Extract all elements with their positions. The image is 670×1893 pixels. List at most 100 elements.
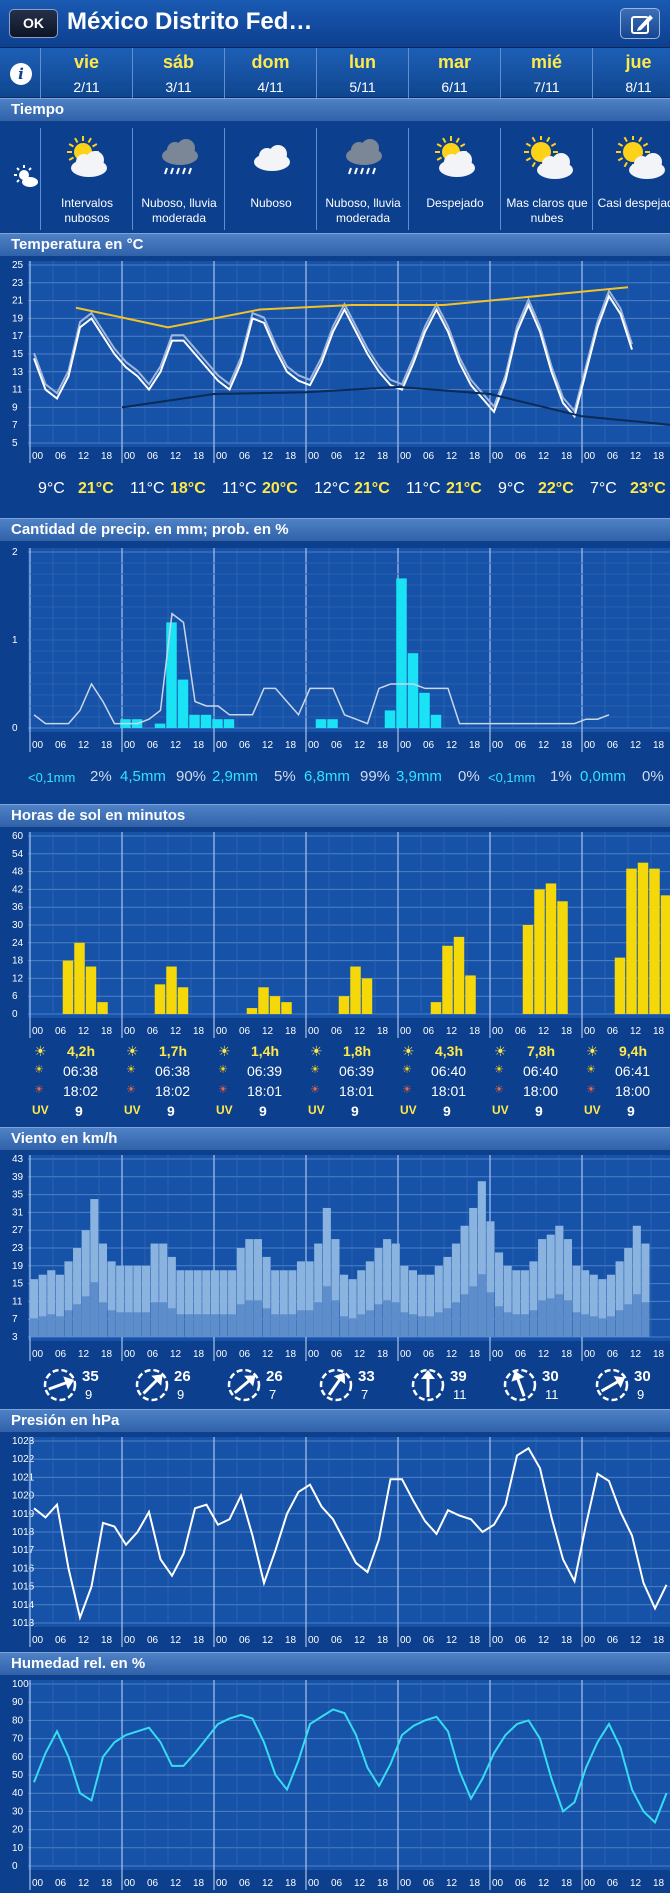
hour-tick-label: 12 [262, 1349, 274, 1360]
weather-description: Casi despejado [597, 196, 670, 210]
min-temperature: 9°C [38, 480, 65, 497]
hour-tick-label: 18 [653, 1878, 665, 1889]
y-tick-label: 24 [12, 938, 24, 949]
hour-tick-label: 06 [55, 1349, 67, 1360]
wind-gust-value: 33 [358, 1368, 375, 1385]
hour-tick-label: 12 [170, 451, 182, 462]
day-column-0[interactable]: vie 2/11 [40, 48, 132, 98]
wind-speed-bar [563, 1300, 572, 1337]
y-tick-label: 11 [12, 1296, 23, 1307]
wind-gust-bar [90, 1199, 99, 1337]
hour-tick-label: 06 [55, 1635, 67, 1646]
wind-gust-bar [632, 1225, 641, 1337]
min-temperature: 11°C [130, 480, 165, 497]
hour-tick-label: 12 [446, 1349, 458, 1360]
sun-small-icon: ☀ [586, 1043, 599, 1059]
wind-speed-value: 9 [637, 1387, 645, 1402]
sunshine-bar [177, 987, 189, 1014]
wind-speed-value: 11 [453, 1387, 467, 1402]
hour-tick-label: 00 [400, 1349, 412, 1360]
info-icon[interactable]: i [10, 63, 32, 85]
hour-tick-label: 00 [584, 1635, 596, 1646]
wind-gust-value: 35 [82, 1368, 99, 1385]
wind-gust-bar [434, 1265, 443, 1337]
y-tick-label: 1022 [12, 1454, 35, 1465]
day-column-1[interactable]: sáb 3/11 [132, 48, 224, 98]
ok-button[interactable]: OK [9, 9, 58, 38]
y-tick-label: 13 [12, 367, 24, 378]
day-column-5[interactable]: mié 7/11 [500, 48, 592, 98]
precip-amount: 2,9mm [212, 768, 258, 785]
wind-speed-bar [546, 1298, 555, 1337]
hour-tick-label: 12 [446, 1635, 458, 1646]
wind-gust-bar [624, 1248, 633, 1337]
precip-bar [327, 719, 338, 728]
y-tick-label: 11 [12, 385, 23, 396]
wind-speed-bar [124, 1312, 133, 1337]
min-temperature: 11°C [406, 480, 441, 497]
wind-gust-bar [38, 1274, 47, 1337]
wind-speed-bar [391, 1302, 400, 1337]
day-column-4[interactable]: mar 6/11 [408, 48, 500, 98]
wind-speed-bar [219, 1314, 228, 1337]
sunshine-hours: 1,7h [159, 1043, 188, 1059]
hour-tick-label: 18 [561, 1026, 573, 1037]
max-temperature: 21°C [354, 480, 390, 497]
y-tick-label: 0 [12, 1009, 18, 1020]
rain-cloud-icon [339, 136, 389, 182]
uv-label: UV [124, 1103, 141, 1117]
weather-column-3: Nuboso, lluvia moderada [316, 128, 408, 230]
hour-tick-label: 06 [515, 1878, 527, 1889]
hour-tick-label: 12 [630, 1349, 642, 1360]
y-tick-label: 39 [12, 1172, 24, 1183]
hour-tick-label: 00 [216, 451, 228, 462]
hour-tick-label: 06 [55, 1878, 67, 1889]
day-column-3[interactable]: lun 5/11 [316, 48, 408, 98]
wind-speed-bar [288, 1314, 297, 1337]
wind-gust-bar [167, 1256, 176, 1337]
hour-tick-label: 06 [331, 1026, 343, 1037]
wind-speed-bar [624, 1304, 633, 1337]
hour-tick-label: 18 [377, 1026, 389, 1037]
wind-gust-bar [340, 1274, 349, 1337]
day-column-6[interactable]: jue 8/11 [592, 48, 670, 98]
edit-button[interactable] [620, 8, 660, 39]
max-trend-line [75, 286, 629, 329]
hour-tick-label: 18 [101, 1635, 113, 1646]
wind-speed-bar [228, 1314, 237, 1337]
y-tick-label: 1018 [12, 1527, 35, 1538]
wind-speed-bar [520, 1314, 529, 1337]
wind-gust-bar [159, 1243, 168, 1337]
wind-gust-bar [469, 1207, 478, 1337]
precip-section-title: Cantidad de precip. en mm; prob. en % [0, 518, 670, 542]
sunset-time: 18:02 [63, 1083, 99, 1099]
hour-tick-label: 12 [170, 1026, 182, 1037]
hour-tick-label: 00 [308, 1349, 320, 1360]
uv-label: UV [584, 1103, 601, 1117]
day-column-2[interactable]: dom 4/11 [224, 48, 316, 98]
hour-tick-label: 00 [32, 1635, 44, 1646]
sunrise-time: 06:41 [615, 1063, 651, 1079]
y-tick-label: 20 [12, 1825, 24, 1836]
sunshine-bar [269, 996, 281, 1014]
wind-gust-bar [64, 1261, 73, 1337]
weather-column-0: Intervalos nubosos [40, 128, 132, 230]
sunset-time: 18:01 [339, 1083, 375, 1099]
wind-speed-bar [477, 1274, 486, 1337]
y-tick-label: 23 [12, 278, 24, 289]
y-tick-label: 6 [12, 991, 18, 1002]
sunset-icon: ☀ [218, 1084, 228, 1096]
y-tick-label: 9 [12, 402, 18, 413]
y-tick-label: 5 [12, 438, 18, 449]
wind-gust-bar [529, 1261, 538, 1337]
precip-bar [419, 692, 430, 728]
hour-tick-label: 06 [239, 1349, 251, 1360]
hour-tick-label: 12 [538, 1878, 550, 1889]
day-name: mar [437, 52, 472, 72]
wind-speed-bar [426, 1316, 435, 1337]
sunshine-bar [660, 895, 670, 1014]
wind-speed-bar [73, 1304, 82, 1337]
hour-tick-label: 06 [331, 451, 343, 462]
wind-speed-bar [641, 1302, 650, 1337]
wind-speed-bar [331, 1300, 340, 1337]
